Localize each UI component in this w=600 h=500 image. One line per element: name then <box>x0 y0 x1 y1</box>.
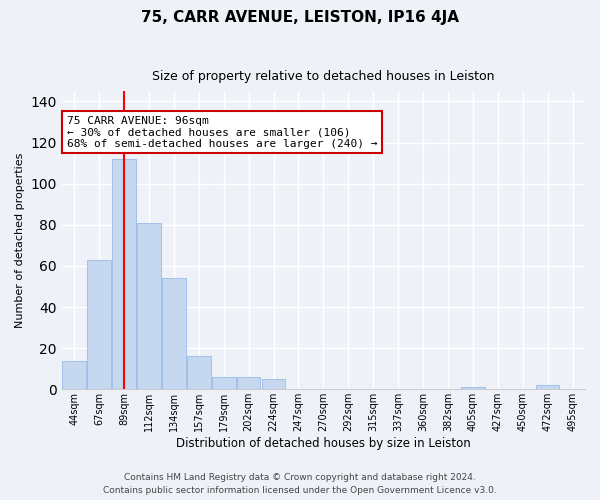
Text: 75 CARR AVENUE: 96sqm
← 30% of detached houses are smaller (106)
68% of semi-det: 75 CARR AVENUE: 96sqm ← 30% of detached … <box>67 116 377 149</box>
Bar <box>137 222 161 390</box>
Bar <box>112 159 136 390</box>
Y-axis label: Number of detached properties: Number of detached properties <box>15 152 25 328</box>
Bar <box>461 387 485 390</box>
Bar <box>88 260 111 390</box>
Bar <box>212 377 236 390</box>
Text: Contains HM Land Registry data © Crown copyright and database right 2024.
Contai: Contains HM Land Registry data © Crown c… <box>103 474 497 495</box>
Bar <box>187 356 211 390</box>
Bar <box>237 377 260 390</box>
Bar <box>262 379 286 390</box>
Title: Size of property relative to detached houses in Leiston: Size of property relative to detached ho… <box>152 70 494 83</box>
Bar <box>536 385 559 390</box>
Text: 75, CARR AVENUE, LEISTON, IP16 4JA: 75, CARR AVENUE, LEISTON, IP16 4JA <box>141 10 459 25</box>
X-axis label: Distribution of detached houses by size in Leiston: Distribution of detached houses by size … <box>176 437 471 450</box>
Bar <box>162 278 186 390</box>
Bar <box>62 360 86 390</box>
